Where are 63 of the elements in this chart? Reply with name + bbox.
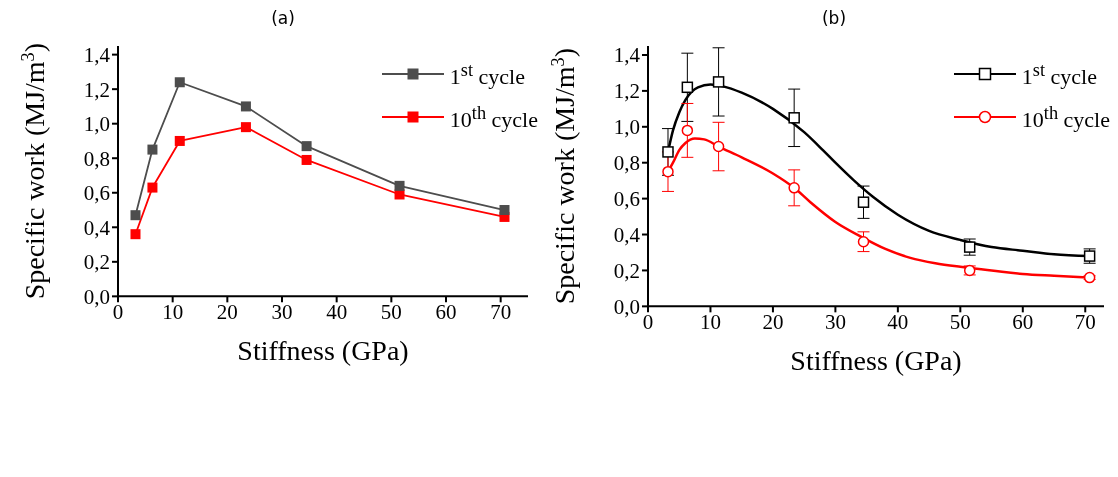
y-tick-label: 0,6 <box>83 181 110 206</box>
x-tick-label: 20 <box>762 310 784 335</box>
point <box>240 101 251 112</box>
legend-label: 10$^{th}$ cycle <box>449 102 538 135</box>
point <box>147 144 158 155</box>
y-tick-label: 0,4 <box>83 215 111 240</box>
point <box>681 124 694 137</box>
x-tick-label: 60 <box>1012 310 1034 335</box>
point <box>240 122 251 133</box>
point <box>857 235 870 248</box>
point <box>857 196 870 208</box>
x-tick-label: 20 <box>216 300 238 325</box>
point <box>174 77 185 88</box>
y-tick-label: 0,2 <box>613 258 640 283</box>
y-tick-label: 0,8 <box>613 151 640 176</box>
point <box>301 154 312 165</box>
x-tick-label: 40 <box>887 310 909 335</box>
y-tick-label: 0,0 <box>613 294 640 319</box>
y-tick-label: 0,2 <box>83 250 110 275</box>
y-tick-label: 0,8 <box>83 146 110 171</box>
point <box>712 76 725 88</box>
point <box>1083 271 1096 284</box>
x-tick-label: 30 <box>271 300 293 325</box>
y-tick-label: 0,6 <box>613 187 640 212</box>
chart-title: (a) <box>270 8 296 30</box>
point <box>174 135 185 146</box>
x-tick-label: 70 <box>1074 310 1096 335</box>
point <box>788 182 800 194</box>
point <box>147 182 158 193</box>
x-tick-label: 10 <box>699 310 721 335</box>
y-tick-label: 1,0 <box>83 112 110 137</box>
y-tick-label: 1,4 <box>613 43 641 68</box>
x-tick-label: 70 <box>490 300 512 325</box>
x-tick-label: 60 <box>435 300 457 325</box>
legend-label: 1$^{st}$ cycle <box>1021 59 1097 92</box>
point <box>662 165 674 178</box>
point <box>130 229 141 240</box>
x-tick-label: 0 <box>642 310 654 335</box>
chart-title: (b) <box>820 8 848 30</box>
x-tick-label: 30 <box>824 310 846 335</box>
point <box>712 140 725 153</box>
y-tick-label: 1,4 <box>83 43 111 68</box>
y-tick-label: 1,2 <box>83 77 110 102</box>
x-tick-label: 50 <box>949 310 971 335</box>
y-tick-label: 1,2 <box>613 79 640 104</box>
x-tick-label: 10 <box>162 300 184 325</box>
x-tick-label: 50 <box>380 300 402 325</box>
point <box>394 180 405 191</box>
point <box>130 210 141 221</box>
y-tick-label: 0,0 <box>83 284 110 309</box>
legend-label: 10$^{th}$ cycle <box>1021 102 1110 135</box>
point <box>788 112 800 124</box>
y-tick-label: 0,4 <box>613 222 641 247</box>
y-tick-label: 1,0 <box>613 115 640 140</box>
legend-label: 1$^{st}$ cycle <box>449 59 525 92</box>
x-tick-label: 0 <box>112 300 124 325</box>
point <box>499 205 510 216</box>
point <box>681 81 694 94</box>
x-axis-title: Stiffness (GPa) <box>237 335 409 367</box>
point <box>662 146 674 158</box>
x-axis-title: Stiffness (GPa) <box>790 345 962 377</box>
x-tick-label: 40 <box>326 300 348 325</box>
point <box>301 141 312 152</box>
